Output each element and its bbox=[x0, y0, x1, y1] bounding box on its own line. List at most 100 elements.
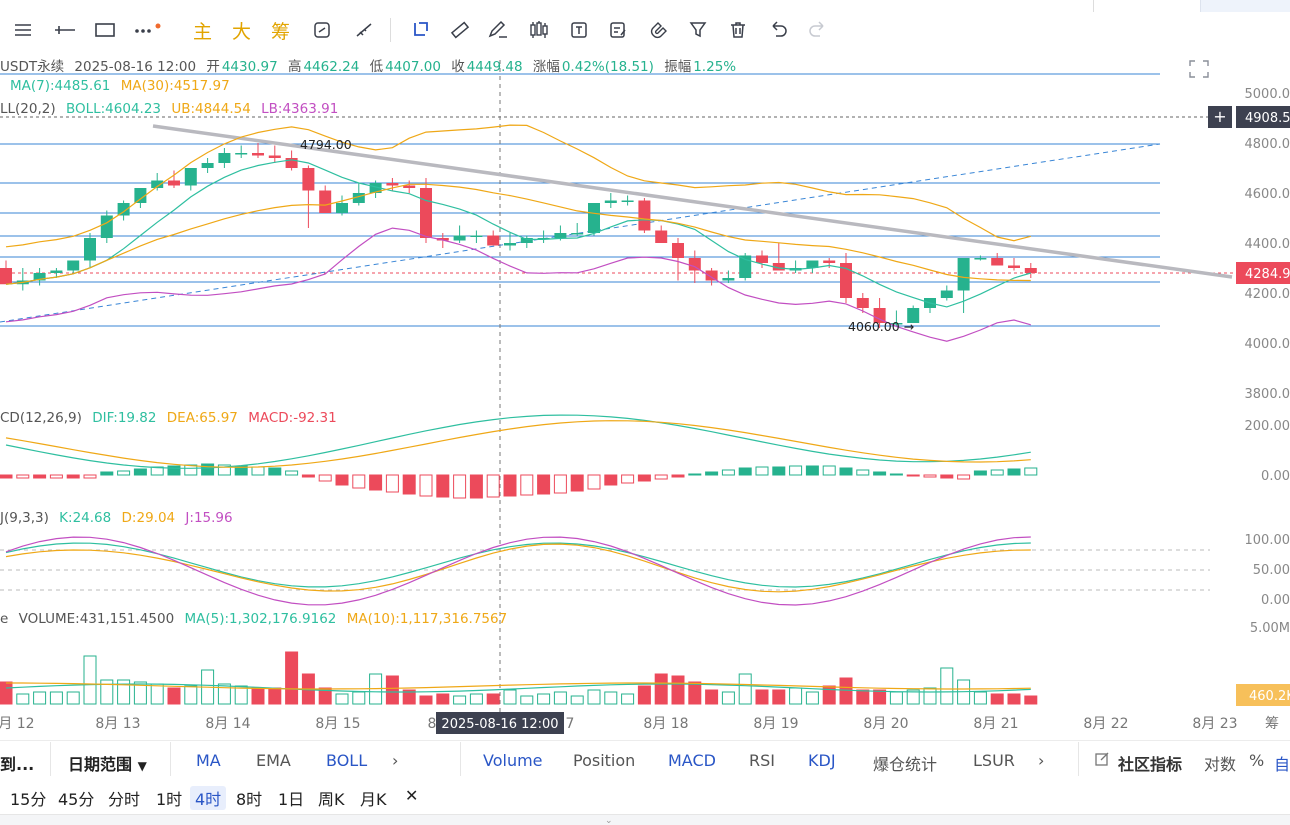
edit-icon[interactable] bbox=[1094, 751, 1110, 771]
undo-icon[interactable] bbox=[764, 15, 792, 45]
close-label: 收 bbox=[451, 59, 465, 75]
timeframe-8h[interactable]: 8时 bbox=[236, 790, 263, 809]
log-scale-toggle[interactable]: 对数 bbox=[1204, 755, 1237, 774]
volume-bar bbox=[469, 693, 483, 705]
chevron-right-icon[interactable]: › bbox=[1038, 751, 1045, 770]
dif-value: DIF:19.82 bbox=[92, 410, 157, 426]
position-tab[interactable]: Position bbox=[573, 751, 636, 770]
partial-left-tab[interactable]: 到... bbox=[0, 755, 35, 774]
community-indicator-button[interactable]: 社区指标 bbox=[1118, 755, 1183, 774]
candle-body bbox=[268, 155, 281, 158]
volume-bar bbox=[654, 673, 668, 705]
trash-icon[interactable] bbox=[724, 15, 752, 45]
volume-bar bbox=[150, 683, 164, 705]
timeframe-bar: 15分 45分 分时 1时 4时 8时 1日 周K 月K ✕ bbox=[0, 778, 1290, 814]
lsur-tab[interactable]: LSUR bbox=[973, 751, 1015, 770]
volume-bar bbox=[889, 691, 903, 705]
candle-body bbox=[84, 238, 96, 261]
x-axis-label: 8月 20 bbox=[863, 716, 908, 732]
ma7-value: MA(7):4485.61 bbox=[10, 78, 111, 94]
crosshair-price-text: 4908.5 bbox=[1245, 111, 1290, 126]
chip-toggle[interactable]: 筹 bbox=[271, 21, 291, 43]
macd-bar bbox=[251, 466, 265, 476]
timeframe-week[interactable]: 周K bbox=[318, 790, 345, 809]
timeframe-15m[interactable]: 15分 bbox=[10, 790, 47, 809]
candle-body bbox=[151, 180, 164, 188]
volume-bar bbox=[419, 695, 433, 705]
timeframe-1h[interactable]: 1时 bbox=[156, 790, 183, 809]
price-chart-canvas[interactable]: 4794.00 4060.00 → 5000.0 4800.0 4600.0 4400.0… bbox=[0, 0, 1290, 740]
close-icon[interactable]: ✕ bbox=[405, 786, 419, 805]
date-range-dropdown[interactable]: 日期范围 ▼ bbox=[68, 751, 147, 775]
candle-body bbox=[907, 308, 920, 323]
macd-bar bbox=[1024, 467, 1038, 476]
chevron-down-icon[interactable]: ⌄ bbox=[605, 816, 613, 825]
cursor-icon[interactable] bbox=[406, 15, 434, 45]
timeframe-45m[interactable]: 45分 bbox=[58, 790, 95, 809]
candle-body bbox=[722, 278, 735, 281]
x-axis-label: 8月 22 bbox=[1083, 716, 1128, 732]
timeframe-month[interactable]: 月K bbox=[360, 790, 387, 809]
macd-bar bbox=[469, 474, 483, 499]
candle-body bbox=[369, 183, 382, 193]
ruler-icon[interactable] bbox=[446, 15, 474, 45]
liquidation-tab[interactable]: 爆仓统计 bbox=[873, 755, 938, 774]
macd-bar bbox=[621, 474, 635, 484]
large-order-toggle[interactable]: 大 bbox=[232, 21, 252, 43]
amp-value: 1.25% bbox=[693, 59, 737, 75]
ema-tab[interactable]: EMA bbox=[256, 751, 291, 770]
candle-body bbox=[470, 235, 483, 237]
macd-bar bbox=[755, 466, 769, 476]
macd-info-row: CD(12,26,9) DIF:19.82 DEA:65.97 MACD:-92… bbox=[0, 410, 343, 426]
volume-tab[interactable]: Volume bbox=[483, 751, 543, 770]
candle-body bbox=[705, 270, 718, 281]
boll-ub-value: UB:4844.54 bbox=[171, 101, 251, 117]
volume-bar bbox=[621, 693, 635, 705]
candle-body bbox=[991, 258, 1004, 266]
macd-tab[interactable]: MACD bbox=[668, 751, 716, 770]
boll-lb-value: LB:4363.91 bbox=[261, 101, 339, 117]
price-axis-label: 4000.0 bbox=[1245, 337, 1290, 352]
last-price-text: 4284.9 bbox=[1245, 267, 1290, 282]
macd-bar bbox=[940, 474, 954, 479]
filter-icon[interactable] bbox=[684, 15, 712, 45]
candle-body bbox=[756, 255, 768, 263]
timeframe-4h[interactable]: 4时 bbox=[190, 786, 227, 810]
top-right-panel bbox=[1200, 0, 1290, 12]
crosshair-price-marker bbox=[1236, 106, 1290, 128]
note-icon[interactable] bbox=[604, 15, 632, 45]
more-icon[interactable] bbox=[130, 15, 164, 45]
rectangle-icon[interactable] bbox=[90, 15, 120, 45]
candle-icon[interactable] bbox=[524, 15, 554, 45]
horizontal-line-icon[interactable] bbox=[50, 15, 80, 45]
chevron-right-icon[interactable]: › bbox=[392, 751, 399, 770]
date-range-label: 日期范围 bbox=[68, 755, 133, 774]
volume-bar bbox=[268, 687, 282, 705]
timeframe-tick[interactable]: 分时 bbox=[108, 790, 141, 809]
sync-icon[interactable] bbox=[308, 15, 336, 45]
candle-body bbox=[554, 233, 567, 238]
volume-bar bbox=[1007, 693, 1021, 705]
fullscreen-icon[interactable] bbox=[1187, 58, 1211, 80]
kdj-tab[interactable]: KDJ bbox=[808, 751, 836, 770]
boll-tab[interactable]: BOLL bbox=[326, 751, 368, 770]
candle-body bbox=[436, 238, 449, 241]
timeframe-1d[interactable]: 1日 bbox=[278, 790, 305, 809]
volume-bar bbox=[133, 681, 147, 705]
pen-icon[interactable] bbox=[484, 15, 512, 45]
ma-tab[interactable]: MA bbox=[196, 751, 221, 770]
measure-icon[interactable] bbox=[350, 15, 378, 45]
percent-scale-toggle[interactable]: % bbox=[1249, 751, 1265, 770]
main-chart-toggle[interactable]: 主 bbox=[193, 21, 213, 43]
menu-icon[interactable] bbox=[8, 15, 38, 45]
low-price-annotation: 4060.00 → bbox=[848, 319, 914, 334]
text-icon[interactable] bbox=[565, 15, 593, 45]
volume-bar bbox=[990, 693, 1004, 705]
volume-bar bbox=[0, 681, 13, 705]
rsi-tab[interactable]: RSI bbox=[749, 751, 775, 770]
auto-scale-toggle[interactable]: 自 bbox=[1274, 755, 1290, 774]
redo-icon[interactable] bbox=[804, 15, 832, 45]
x-axis-label: 7 bbox=[566, 716, 575, 732]
magnet-icon[interactable] bbox=[644, 15, 672, 45]
macd-bar bbox=[671, 474, 685, 478]
